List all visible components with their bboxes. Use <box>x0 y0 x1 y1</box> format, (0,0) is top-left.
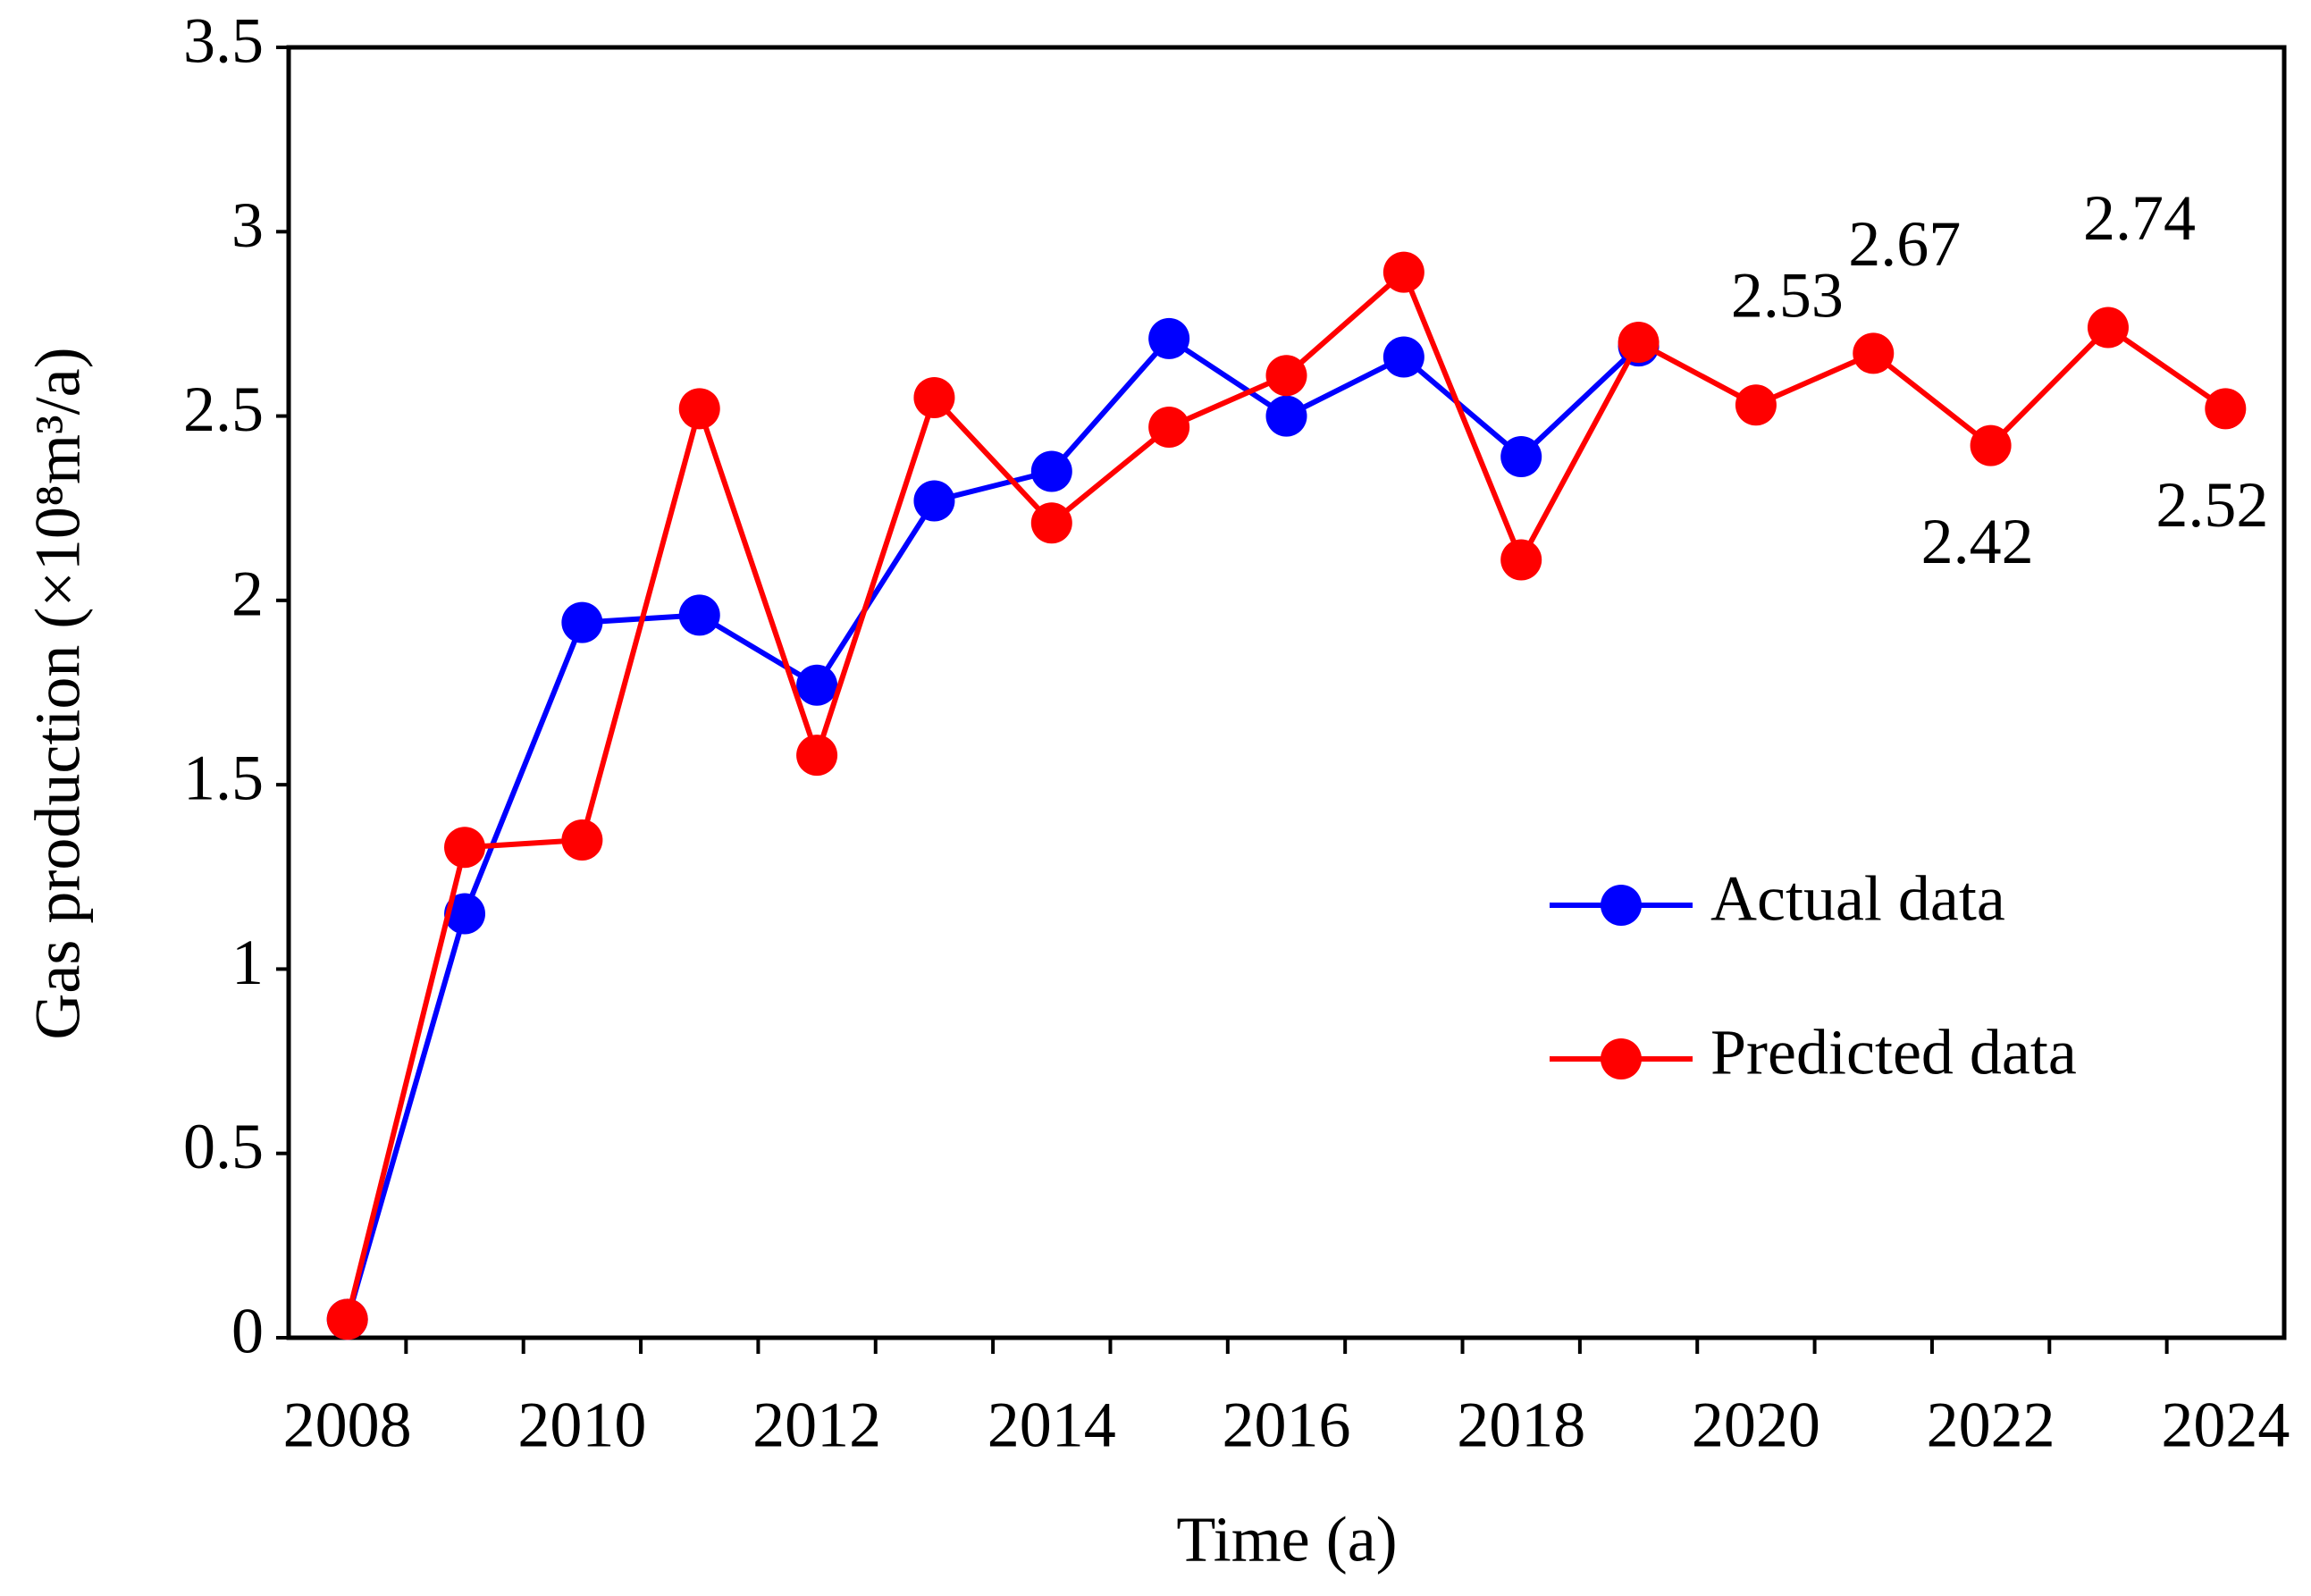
y-tick-label: 3.5 <box>183 5 264 77</box>
x-axis-label: Time (a) <box>1176 1504 1397 1575</box>
y-tick-label: 2 <box>231 558 264 629</box>
y-tick-label: 0 <box>231 1296 264 1367</box>
data-point <box>561 819 603 861</box>
x-tick-label: 2022 <box>1927 1390 2055 1461</box>
data-point <box>1618 322 1660 364</box>
data-point <box>678 388 720 430</box>
plot-frame <box>286 45 2287 1340</box>
data-label: 2.67 <box>1848 208 1961 280</box>
data-point <box>796 735 838 777</box>
data-point <box>913 480 955 522</box>
legend-marker <box>1601 885 1642 926</box>
x-tick-label: 2016 <box>1223 1390 1351 1461</box>
data-point <box>913 376 955 418</box>
data-point <box>1148 317 1190 359</box>
data-point <box>1500 539 1542 581</box>
x-tick-label: 2014 <box>987 1390 1116 1461</box>
data-point <box>1265 395 1307 437</box>
data-point <box>444 893 486 935</box>
data-point <box>1735 384 1777 426</box>
data-point <box>1853 332 1895 374</box>
x-tick-label: 2012 <box>752 1390 881 1461</box>
data-label: 2.52 <box>2156 469 2268 541</box>
y-tick-label: 3 <box>231 189 264 261</box>
y-axis-label: Gas production (×10⁸m³/a) <box>22 347 94 1039</box>
x-tick-label: 2024 <box>2161 1390 2290 1461</box>
y-tick-label: 1.5 <box>183 743 264 814</box>
x-tick-label: 2010 <box>517 1390 646 1461</box>
legend-label: Predicted data <box>1710 1017 2077 1088</box>
data-label: 2.42 <box>1921 506 2034 577</box>
data-point <box>1382 336 1424 378</box>
data-point <box>1970 424 2012 466</box>
data-point <box>561 601 603 643</box>
data-point <box>1265 355 1307 397</box>
series-line <box>344 335 1641 1321</box>
data-point <box>1500 435 1542 477</box>
data-point <box>444 827 486 869</box>
data-label: 2.74 <box>2083 182 2196 254</box>
data-point <box>1030 450 1072 492</box>
data-label: 2.53 <box>1731 260 1844 332</box>
data-point <box>2087 307 2129 349</box>
data-point <box>2205 388 2247 430</box>
y-tick-label: 0.5 <box>183 1111 264 1182</box>
data-point <box>1382 251 1424 293</box>
x-tick-label: 2018 <box>1457 1390 1585 1461</box>
data-point <box>1030 502 1072 544</box>
y-tick-label: 2.5 <box>183 374 264 445</box>
x-tick-label: 2020 <box>1692 1390 1820 1461</box>
legend-label: Actual data <box>1710 863 2005 935</box>
y-tick-label: 1 <box>231 927 264 998</box>
x-tick-label: 2008 <box>283 1390 412 1461</box>
data-point <box>678 594 720 636</box>
data-point <box>1148 406 1190 448</box>
data-point <box>796 664 838 706</box>
data-point <box>326 1298 368 1340</box>
legend-marker <box>1601 1038 1642 1079</box>
